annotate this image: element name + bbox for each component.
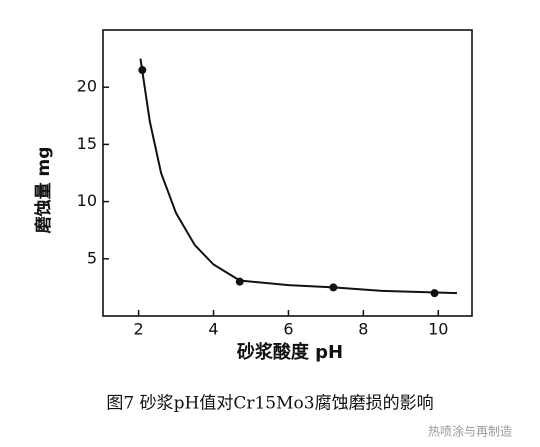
caption: 图7 砂浆pH值对Cr15Mo3腐蚀磨损的影响	[106, 394, 433, 414]
x-tick-label: 4	[208, 320, 218, 339]
x-tick-label: 10	[428, 320, 448, 339]
y-tick-label: 10	[77, 191, 97, 210]
plot-frame	[102, 29, 473, 317]
x-tick-label: 2	[133, 320, 143, 339]
y-tick-label: 20	[77, 77, 97, 96]
watermark: 热喷涂与再制造	[428, 424, 512, 439]
data-point	[235, 277, 244, 286]
data-point	[138, 66, 147, 75]
data-point	[430, 289, 439, 298]
curve	[139, 58, 458, 295]
y-tick-label: 15	[77, 134, 97, 153]
x-tick-label: 8	[358, 320, 368, 339]
x-axis-label: 砂浆酸度 pH	[237, 341, 343, 363]
x-tick-label: 6	[283, 320, 293, 339]
data-point	[329, 283, 338, 292]
y-axis-label: 磨蚀量 mg	[33, 147, 54, 234]
y-tick-label: 5	[87, 248, 97, 267]
